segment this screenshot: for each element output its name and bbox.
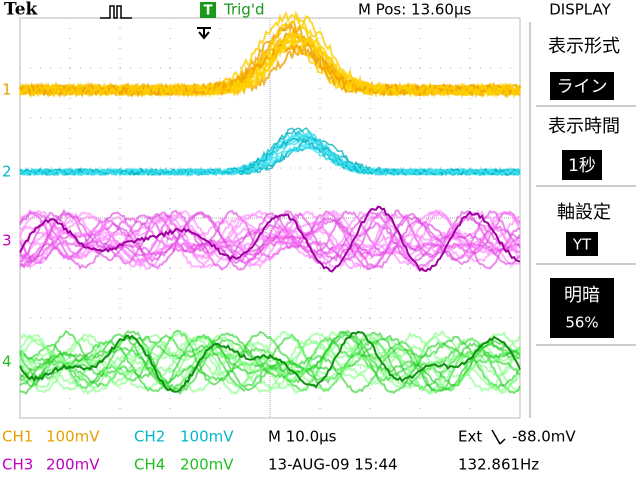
trigger-slope — [491, 429, 506, 445]
menu-value[interactable]: 56% — [565, 314, 598, 332]
m-pos: M Pos: 13.60µs — [358, 1, 472, 19]
trace — [19, 35, 521, 99]
ch2-scale: 100mV — [180, 428, 234, 446]
ch3-marker: 3 — [2, 232, 12, 250]
trace — [19, 330, 521, 393]
trace — [19, 209, 521, 268]
menu-value-bg — [550, 72, 614, 100]
trace — [19, 330, 521, 396]
ch4-name: CH4 — [134, 456, 165, 474]
trigger-icon: T — [204, 4, 213, 19]
menu-value[interactable]: YT — [572, 236, 592, 254]
ch3-name: CH3 — [2, 456, 33, 474]
ch3-scale: 200mV — [46, 456, 100, 474]
timebase: M 10.0µs — [268, 428, 337, 446]
trigger-level: -88.0mV — [512, 428, 576, 446]
trace — [19, 330, 520, 396]
trigger-source: Ext — [458, 428, 482, 446]
menu-title: DISPLAY — [549, 1, 611, 19]
menu-value[interactable]: 1秒 — [568, 156, 596, 176]
ch4-scale: 200mV — [180, 456, 234, 474]
trace — [19, 209, 521, 271]
trace — [19, 209, 521, 265]
menu-label[interactable]: 明暗 — [564, 285, 600, 306]
trigger-status: Trig'd — [223, 1, 264, 19]
menu-label[interactable]: 表示時間 — [548, 116, 620, 137]
menu-value-bg — [550, 278, 614, 338]
ch1-name: CH1 — [2, 428, 33, 446]
trace — [19, 209, 521, 271]
menu: 表示形式 ライン 表示時間 1秒 軸設定 YT 明暗 56% — [529, 22, 636, 418]
trace — [19, 132, 521, 177]
brand: Tek — [4, 0, 39, 20]
ch2-name: CH2 — [134, 428, 165, 446]
trace — [19, 333, 521, 394]
frequency: 132.861Hz — [458, 456, 539, 474]
ch4-marker: 4 — [2, 353, 12, 371]
ch1-scale: 100mV — [46, 428, 100, 446]
ch2-marker: 2 — [2, 163, 12, 181]
trigger-position — [197, 27, 211, 40]
trace — [19, 330, 521, 396]
ch1-marker: 1 — [2, 81, 12, 99]
trace — [19, 209, 521, 272]
acq-icon — [100, 5, 132, 19]
trace — [19, 205, 521, 273]
menu-label[interactable]: 軸設定 — [557, 202, 611, 223]
menu-label[interactable]: 表示形式 — [548, 36, 620, 57]
trace — [19, 10, 521, 98]
waveforms — [19, 10, 521, 396]
menu-value[interactable]: ライン — [557, 77, 608, 97]
menu-value-bg — [562, 150, 602, 180]
trigger-icon-bg — [200, 2, 216, 18]
graticule-border — [19, 17, 521, 419]
date: 13-AUG-09 15:44 — [268, 456, 398, 474]
menu-value-bg — [566, 232, 598, 256]
